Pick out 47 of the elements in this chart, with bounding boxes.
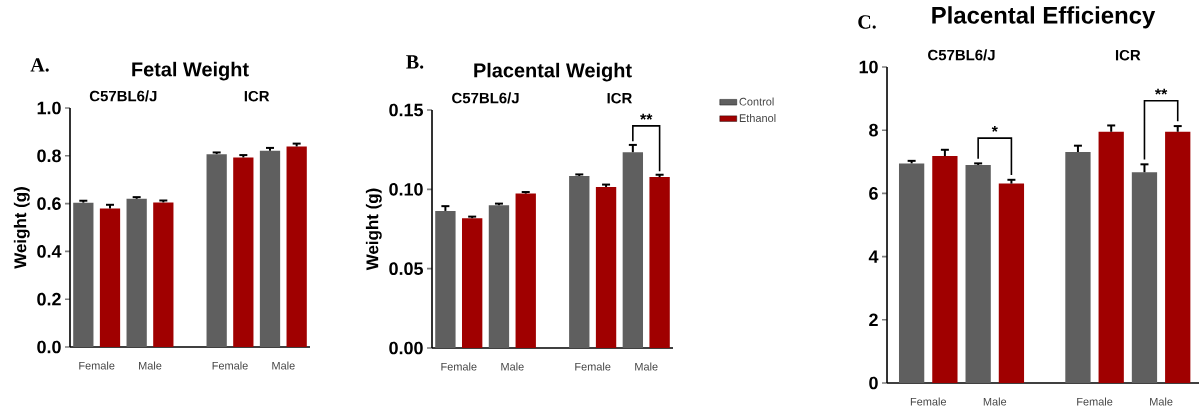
y-tick-label: 0.05 xyxy=(389,262,423,276)
text: ICR xyxy=(244,90,270,102)
chart-title: Placental Efficiency xyxy=(932,6,1156,29)
text: C57BL6/J xyxy=(928,49,995,61)
x-tick-label: Female xyxy=(575,362,611,371)
x-tick-label: Female xyxy=(441,362,477,371)
x-tick-label: Female xyxy=(212,361,248,370)
legend-label: Control xyxy=(739,97,774,106)
text: A. xyxy=(30,58,49,72)
y-tick-label: 0.8 xyxy=(37,149,61,163)
y-tick-label: 0 xyxy=(869,376,878,390)
y-tick-label: 0.6 xyxy=(37,197,61,210)
text: C57BL6/J xyxy=(89,90,157,102)
chart-title: Fetal Weight xyxy=(132,61,249,81)
annotation: ** xyxy=(1154,88,1168,95)
x-tick-label: Male xyxy=(272,361,295,370)
x-tick-label: Female xyxy=(79,361,115,370)
y-tick-label: 1.0 xyxy=(37,101,61,115)
y-tick-label: 0.10 xyxy=(389,182,423,196)
text: ICR xyxy=(607,92,633,104)
y-tick-label: 0.2 xyxy=(37,292,61,306)
x-tick-label: Female xyxy=(910,397,947,406)
y-tick-label: 4 xyxy=(868,250,879,263)
y-tick-label: 0.00 xyxy=(389,341,423,355)
x-tick-label: Male xyxy=(983,397,1007,406)
y-tick-label: 0.4 xyxy=(37,245,62,258)
text: C. xyxy=(858,15,876,29)
annotation: ** xyxy=(640,113,653,120)
legend-label: Ethanol xyxy=(739,113,776,122)
y-tick-label: 6 xyxy=(869,187,878,200)
x-tick-label: Male xyxy=(501,362,524,371)
y-tick-label: 0.0 xyxy=(37,340,61,354)
annotation: * xyxy=(991,125,998,132)
y-tick-label: 10 xyxy=(859,60,878,74)
y-axis-title: Weight (g) xyxy=(365,188,382,271)
text: C57BL6/J xyxy=(452,92,519,104)
y-tick-label: 2 xyxy=(869,313,878,327)
y-tick-label: 0.15 xyxy=(389,103,423,117)
x-tick-label: Male xyxy=(139,361,162,370)
y-axis-title: Weight (g) xyxy=(13,187,30,269)
x-tick-label: Male xyxy=(1150,397,1173,406)
x-tick-label: Male xyxy=(635,362,658,371)
text: B. xyxy=(406,55,424,69)
y-tick-label: 8 xyxy=(869,123,878,137)
chart-title: Placental Weight xyxy=(474,62,632,82)
x-tick-label: Female xyxy=(1077,397,1113,406)
text: ICR xyxy=(1115,49,1141,61)
